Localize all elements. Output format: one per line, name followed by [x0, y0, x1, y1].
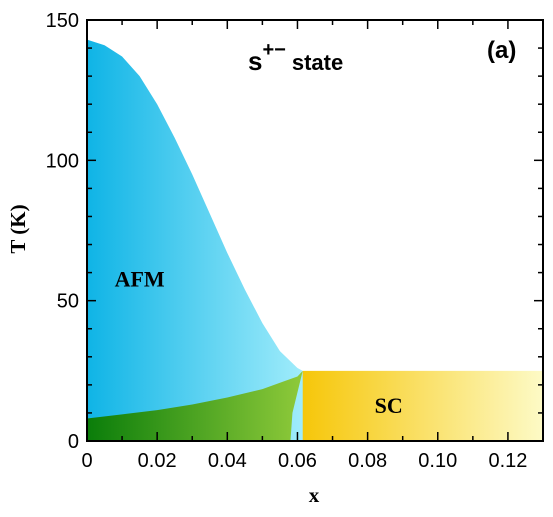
- y-tick-label: 0: [68, 431, 79, 453]
- regions-layer: [87, 39, 543, 441]
- y-tick-labels: 0 50 100 150: [46, 10, 79, 453]
- state-title: s+− state: [248, 39, 343, 76]
- coexistence-region: [87, 370, 303, 441]
- x-tick-label: 0.02: [138, 450, 177, 472]
- x-tick-label: 0.12: [488, 450, 527, 472]
- sc-region: [290, 370, 543, 441]
- sc-region-label: SC: [375, 393, 403, 418]
- y-axis-title: T (K): [6, 204, 30, 253]
- plot-frame: [86, 19, 544, 442]
- x-tick-label: 0.06: [278, 450, 317, 472]
- x-axis-title: x: [309, 483, 320, 507]
- y-tick-label: 150: [46, 10, 79, 32]
- state-title-superscript: +−: [262, 39, 285, 61]
- y-tick-label: 50: [57, 291, 79, 313]
- y-tick-label: 100: [46, 150, 79, 172]
- x-tick-label: 0.10: [418, 450, 457, 472]
- state-title-main: s: [248, 46, 262, 76]
- panel-label: (a): [487, 37, 516, 64]
- state-title-rest: state: [292, 50, 343, 75]
- afm-region: [87, 39, 303, 441]
- x-tick-label: 0: [81, 450, 92, 472]
- x-tick-labels: 0 0.02 0.04 0.06 0.08 0.10 0.12: [81, 450, 527, 472]
- afm-region-label: AFM: [115, 267, 165, 292]
- x-tick-label: 0.08: [348, 450, 387, 472]
- x-tick-label: 0.04: [208, 450, 247, 472]
